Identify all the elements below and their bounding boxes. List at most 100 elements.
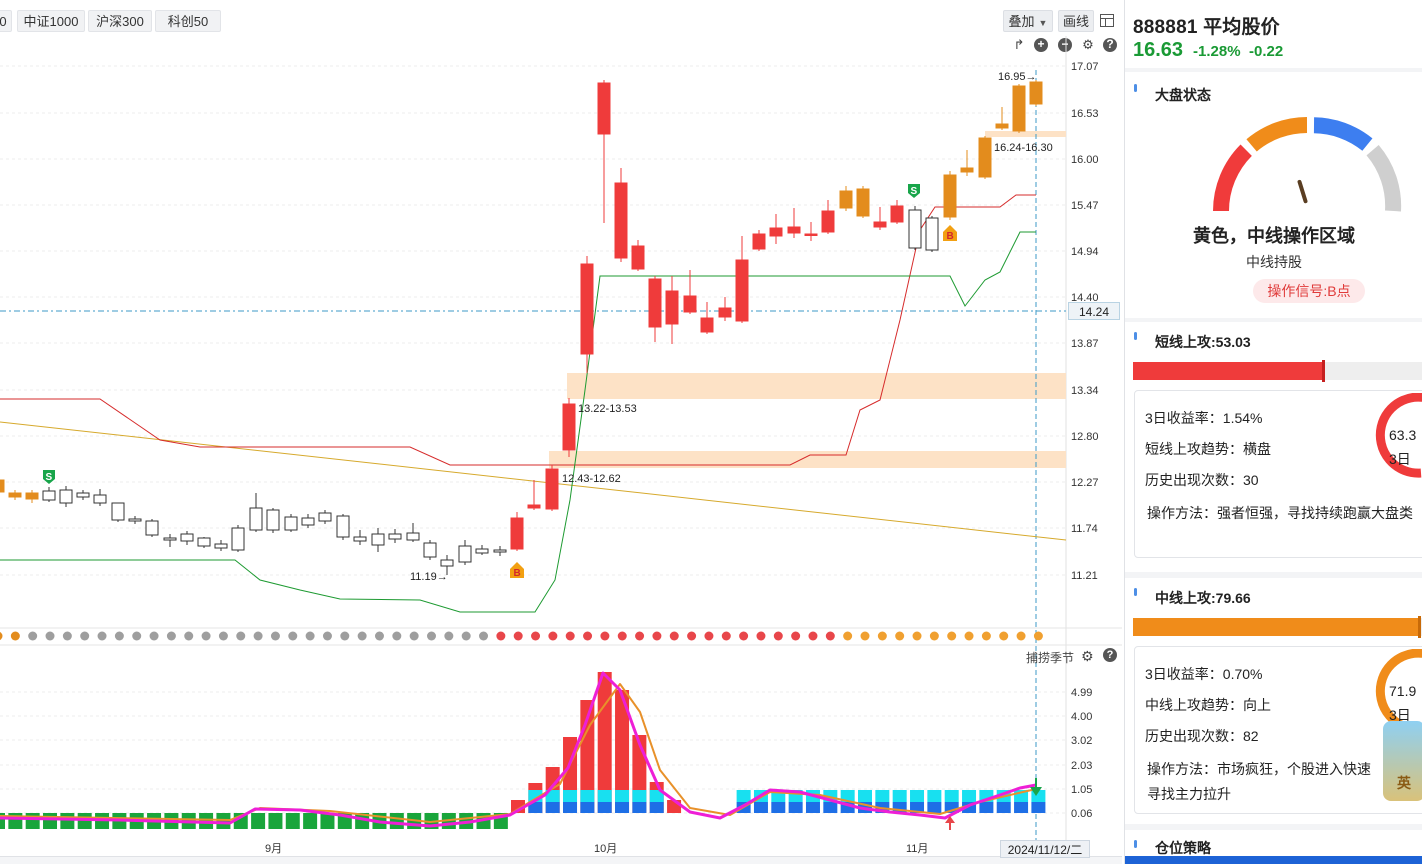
hist-bar-blue [563, 802, 578, 813]
zoom-in-icon[interactable]: + [1034, 38, 1048, 52]
short-attack-bar-fill [1133, 362, 1324, 380]
state-dot [513, 631, 523, 641]
price-tick-label: 11.21 [1071, 570, 1098, 582]
candle-body [93, 494, 107, 504]
bottom-tab-strip [0, 856, 1122, 864]
zoom-out-icon[interactable]: − [1058, 38, 1072, 52]
mid-attack-bar [1133, 616, 1422, 638]
state-dot [461, 631, 471, 641]
stock-price: 16.63 [1133, 39, 1184, 61]
candle-body [128, 518, 142, 522]
index-tab-hs300[interactable]: 沪深300 [88, 10, 152, 32]
price-tick-label: 14.94 [1071, 246, 1099, 258]
candle-body [145, 520, 159, 536]
x-axis-month-label: 11月 [906, 843, 928, 855]
gauge-segment-orange [1246, 117, 1308, 152]
state-dot [600, 631, 610, 641]
high-price-annotation: 16.95→ [998, 71, 1037, 83]
pressure-zones [549, 131, 1066, 468]
candle-body [25, 492, 39, 500]
state-dot [444, 631, 454, 641]
short-attack-info: 3日收益率：1.54% 短线上攻趋势：横盘 历史出现次数：30 操作方法：强者恒… [1134, 390, 1422, 558]
hist-bar-cyan [615, 790, 630, 802]
state-dot [132, 631, 142, 641]
state-dot [392, 631, 402, 641]
state-dot [652, 631, 662, 641]
mid-attack-card: 中线上攻:79.66 3日收益率：0.70% 中线上攻趋势：向上 历史出现次数：… [1125, 578, 1422, 824]
candle-body [925, 217, 939, 251]
buy-signal-marker [510, 562, 524, 578]
sell-signal-marker-label: S [46, 472, 53, 483]
hist-bar-green [0, 813, 5, 829]
state-dot [496, 631, 506, 641]
sub-indicator-chart: 4.99 4.00 3.02 2.03 1.05 0.06 9月 10月 11月 [0, 671, 1092, 855]
mid-attack-info: 3日收益率：0.70% 中线上攻趋势：向上 历史出现次数：82 操作方法：市场疯… [1134, 646, 1422, 814]
overlay-label: 叠加 [1008, 14, 1035, 29]
state-dot [756, 631, 766, 641]
share-icon[interactable]: ↱ [1013, 37, 1025, 52]
index-tab-csi1000[interactable]: 中证1000 [17, 10, 85, 32]
candle-body [197, 537, 211, 547]
hist-bar-green [389, 813, 404, 829]
sub-settings-gear-icon[interactable]: ⚙ [1081, 648, 1094, 664]
hist-bar-blue [1031, 802, 1046, 813]
hist-bar-cyan [927, 790, 942, 802]
mid-ring-label: 3日 [1389, 707, 1411, 723]
candle-body [111, 502, 125, 521]
stock-change-amount: -0.22 [1249, 43, 1284, 60]
price-tick-label: 11.74 [1071, 523, 1098, 535]
state-dot [479, 631, 489, 641]
chart-grid [0, 36, 1122, 840]
hist-bar-blue [615, 802, 630, 813]
hist-bar-cyan [563, 790, 578, 802]
hist-bar-blue [580, 802, 595, 813]
index-tab-partial[interactable]: 0 [0, 10, 12, 32]
ime-floating-widget[interactable]: 英 [1383, 721, 1422, 801]
help-icon[interactable]: ? [1103, 38, 1117, 52]
state-dot [114, 631, 124, 641]
overlay-button[interactable]: 叠加 ▼ [1003, 10, 1053, 32]
candle-body [249, 507, 263, 531]
state-dot [739, 631, 749, 641]
price-tick-label: 14.40 [1071, 292, 1099, 304]
candle-body [1012, 85, 1026, 132]
short-attack-title: 短线上攻:53.03 [1155, 334, 1251, 350]
short-attack-card: 短线上攻:53.03 3日收益率：1.54% 短线上攻趋势：横盘 历史出现次数：… [1125, 322, 1422, 572]
zone-mid-label: 13.22-13.53 [578, 403, 637, 415]
hist-bar-green [43, 813, 58, 829]
hist-bar-blue [771, 802, 786, 813]
candle-body [353, 536, 367, 542]
state-dot [825, 631, 835, 641]
candle-body [458, 545, 472, 563]
state-dot [340, 631, 350, 641]
hist-bar-green [60, 813, 75, 829]
candle-body [493, 549, 507, 553]
sub-help-icon[interactable]: ? [1103, 648, 1117, 662]
gauge-segment-blue [1313, 117, 1373, 151]
candle-body [787, 226, 801, 234]
hist-bar-cyan [875, 790, 890, 802]
state-dot [236, 631, 246, 641]
hist-bar-blue [996, 802, 1011, 813]
kline-chart[interactable]: 4.99 4.00 3.02 2.03 1.05 0.06 9月 10月 11月 17.07 16… [0, 36, 1122, 856]
candle-body [266, 509, 280, 531]
candle-body [336, 515, 350, 538]
index-tab-star50[interactable]: 科创50 [155, 10, 221, 32]
candle-body [510, 517, 524, 550]
price-tick-label: 13.87 [1071, 338, 1099, 350]
settings-gear-icon[interactable]: ⚙ [1082, 37, 1094, 52]
candle-body [527, 504, 541, 509]
layout-grid-icon[interactable] [1100, 14, 1114, 27]
candle-body [978, 137, 992, 178]
hist-bar-blue [840, 802, 855, 813]
state-dot [427, 631, 436, 641]
short-ring-label: 3日 [1389, 451, 1411, 467]
state-dot [0, 631, 3, 641]
draw-line-button[interactable]: 画线 [1058, 10, 1094, 32]
state-dot [565, 631, 575, 641]
crosshair-date-tag: 2024/11/12/二 [1000, 840, 1090, 858]
candle-body [214, 543, 228, 549]
candle-body [735, 259, 749, 322]
state-dot [929, 631, 939, 641]
